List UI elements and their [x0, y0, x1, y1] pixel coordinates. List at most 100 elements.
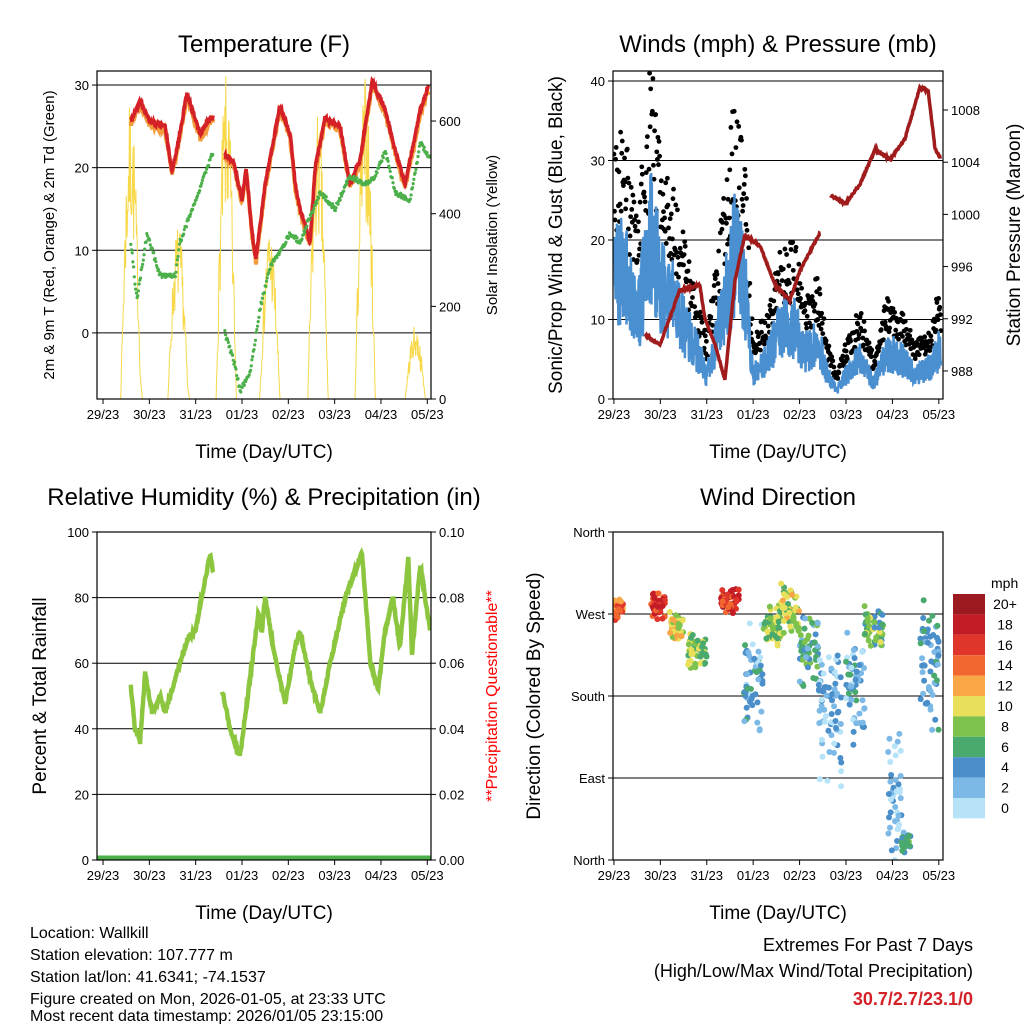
direction-point [816, 707, 823, 714]
y-tick-label: 20 [75, 161, 89, 176]
gust-point [716, 248, 722, 254]
gust-point [675, 254, 681, 260]
dewpoint-point [182, 232, 186, 236]
direction-point [859, 723, 866, 730]
direction-point [921, 677, 928, 684]
dewpoint-point [175, 263, 179, 267]
colorbar-label: 2 [1001, 780, 1009, 796]
direction-point [859, 648, 866, 655]
y2-tick-label: 0.02 [439, 787, 464, 802]
gust-point [861, 342, 866, 348]
direction-point [735, 586, 742, 593]
gust-point [685, 268, 691, 274]
x-tick-label: 29/23 [598, 868, 631, 883]
gust-point [656, 138, 662, 144]
x-tick-label: 29/23 [598, 407, 631, 422]
dewpoint-point [295, 236, 299, 240]
gust-point [613, 145, 619, 150]
gust-point [680, 229, 686, 235]
dewpoint-point [386, 159, 390, 163]
gust-point [635, 228, 641, 234]
direction-point [879, 621, 886, 628]
gust-point [830, 358, 836, 364]
direction-point [821, 706, 828, 713]
direction-point [899, 847, 906, 854]
y-tick-label: South [571, 689, 605, 704]
gust-point [741, 181, 747, 187]
direction-point [753, 669, 760, 676]
gust-point [916, 352, 922, 358]
direction-point [895, 812, 902, 819]
dewpoint-point [387, 166, 392, 170]
direction-point [655, 590, 662, 597]
direction-point [837, 721, 844, 728]
colorbar-label: 12 [997, 678, 1013, 694]
direction-point [780, 618, 787, 625]
direction-point [895, 825, 902, 832]
gust-point [749, 316, 755, 322]
x-tick-label: 30/23 [644, 868, 677, 883]
gust-point [802, 308, 808, 314]
direction-point [749, 641, 756, 648]
dewpoint-point [142, 253, 146, 257]
direction-point [759, 680, 766, 687]
direction-point [751, 655, 758, 662]
direction-point [862, 630, 869, 637]
direction-point [803, 654, 810, 661]
direction-point [757, 662, 764, 669]
dewpoint-point [268, 267, 272, 271]
x-tick-label: 01/23 [226, 868, 259, 883]
direction-point [780, 591, 787, 598]
gust-point [855, 321, 861, 327]
direction-point [887, 758, 894, 765]
pressure-line [643, 230, 822, 381]
location-text: Location: Wallkill [30, 925, 149, 942]
gust-point [868, 354, 874, 360]
direction-point [837, 674, 844, 681]
dewpoint-point [129, 248, 134, 252]
direction-point [927, 633, 934, 640]
gust-point [644, 144, 650, 150]
gust-point [843, 348, 849, 354]
direction-point [617, 598, 624, 605]
latlon-text: Station lat/lon: 41.6341; -74.1537 [30, 969, 266, 986]
direction-point [924, 639, 931, 646]
dewpoint-point [249, 364, 253, 368]
gust-point [708, 314, 714, 320]
wind-speed-line [613, 172, 943, 394]
direction-point [766, 603, 773, 610]
gust-point [741, 191, 747, 197]
gust-point [626, 226, 631, 232]
dewpoint-point [324, 195, 328, 199]
direction-point [847, 683, 854, 690]
gust-point [636, 219, 641, 225]
gust-point [820, 331, 826, 337]
gust-point [662, 228, 668, 234]
gust-point [819, 310, 825, 316]
direction-point [673, 632, 680, 639]
direction-point [861, 705, 868, 712]
dewpoint-point [409, 193, 413, 197]
gust-point [637, 199, 643, 205]
dewpoint-point [264, 284, 268, 288]
dewpoint-point [308, 217, 312, 222]
dewpoint-point [177, 242, 182, 246]
direction-point [702, 659, 709, 666]
gust-point [631, 257, 636, 262]
gust-point [927, 348, 933, 353]
gust-point [736, 123, 742, 129]
gust-point [650, 76, 656, 81]
direction-point [757, 654, 764, 661]
direction-point [692, 660, 699, 667]
direction-point [931, 649, 938, 656]
y-tick-label: 80 [75, 591, 89, 606]
colorbar-label: 0 [1001, 800, 1009, 816]
direction-point [703, 653, 710, 660]
dewpoint-point [207, 163, 211, 168]
gust-point [886, 298, 891, 304]
direction-point [886, 824, 893, 831]
dewpoint-point [208, 158, 212, 162]
dewpoint-point [342, 189, 346, 193]
rh-line [219, 547, 431, 757]
y-tick-label: 40 [591, 74, 605, 89]
